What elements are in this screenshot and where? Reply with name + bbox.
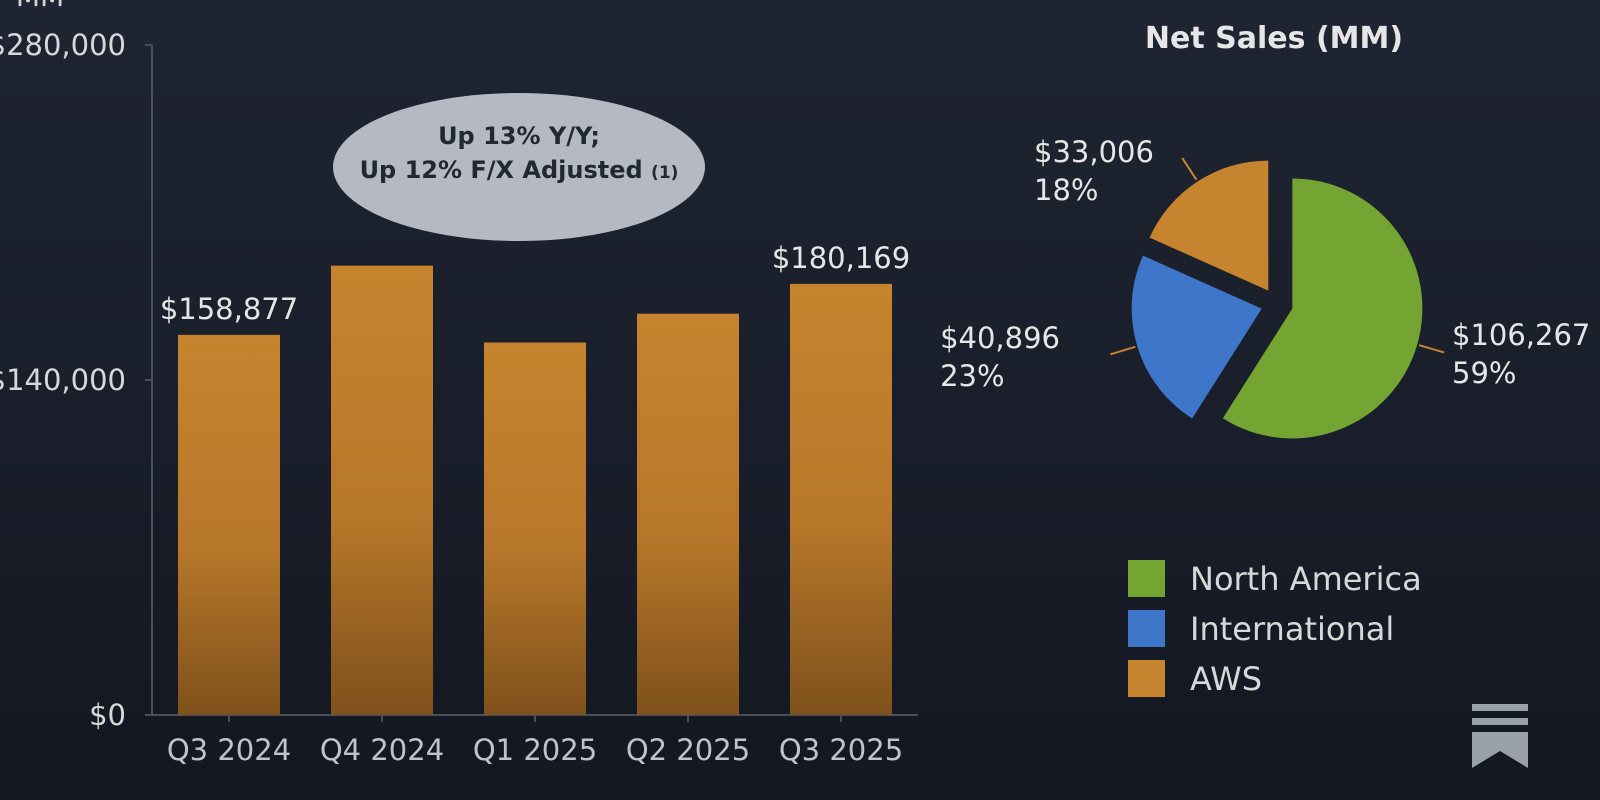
- legend-swatch: [1128, 660, 1165, 697]
- y-tick-label: $140,000: [0, 363, 126, 397]
- pie-leader-line: [1181, 157, 1198, 181]
- annotation-footnote: (1): [651, 163, 678, 183]
- pie-percent-label: 18%: [1034, 173, 1098, 207]
- y-tick-label: $0: [89, 698, 126, 732]
- legend-label: North America: [1190, 560, 1422, 598]
- annotation-line-2: Up 12% F/X Adjusted (1): [360, 156, 679, 184]
- bar: [178, 334, 280, 715]
- bar-data-label: $158,877: [160, 292, 298, 326]
- pie-slice: [1149, 160, 1269, 291]
- bar-series: [178, 265, 892, 715]
- annotation-line-2-text: Up 12% F/X Adjusted: [360, 156, 643, 184]
- x-tick-label: Q3 2025: [779, 733, 903, 767]
- x-tick-label: Q1 2025: [473, 733, 597, 767]
- bar: [484, 342, 586, 715]
- substack-bookmark-icon: [1472, 704, 1528, 768]
- bar-chart: MM $0 $140,000 $280,000 Q3 2024 Q4 2024 Q1 2…: [0, 0, 918, 767]
- bar: [637, 313, 739, 715]
- pie-value-label: $40,896: [940, 321, 1060, 355]
- y-axis-label: MM: [16, 0, 64, 13]
- pie-legend: North America International AWS: [1128, 560, 1422, 698]
- pie-value-label: $33,006: [1034, 135, 1154, 169]
- annotation-bubble: [333, 93, 705, 241]
- growth-annotation: Up 13% Y/Y; Up 12% F/X Adjusted (1): [333, 93, 705, 241]
- annotation-line-1: Up 13% Y/Y;: [438, 122, 600, 150]
- legend-label: International: [1190, 610, 1394, 648]
- y-tick-label: $280,000: [0, 28, 126, 62]
- legend-swatch: [1128, 560, 1165, 597]
- pie-slice: [1131, 255, 1262, 419]
- pie-leader-line: [1418, 344, 1445, 354]
- pie-title: Net Sales (MM): [1145, 21, 1403, 56]
- pie-percent-label: 59%: [1452, 356, 1516, 390]
- y-axis-ticks: $0 $140,000 $280,000: [0, 28, 152, 732]
- pie-slice: [1222, 178, 1423, 439]
- bar-data-labels: $158,877 $180,169: [160, 241, 910, 326]
- bar-data-label: $180,169: [772, 241, 910, 275]
- bar: [331, 265, 433, 715]
- pie-slices: [1131, 160, 1423, 439]
- legend-swatch: [1128, 610, 1165, 647]
- legend-label: AWS: [1190, 660, 1262, 698]
- pie-leader-line: [1110, 345, 1136, 356]
- bar: [790, 283, 892, 715]
- x-tick-label: Q2 2025: [626, 733, 750, 767]
- x-axis-tick-labels: Q3 2024 Q4 2024 Q1 2025 Q2 2025 Q3 2025: [167, 715, 903, 767]
- x-tick-label: Q4 2024: [320, 733, 444, 767]
- x-tick-label: Q3 2024: [167, 733, 291, 767]
- pie-chart: Net Sales (MM) $106,267 59% $40,896 23% $33,…: [940, 21, 1590, 698]
- pie-value-label: $106,267: [1452, 318, 1590, 352]
- pie-percent-label: 23%: [940, 359, 1004, 393]
- pie-slice-labels: $106,267 59% $40,896 23% $33,006 18%: [940, 135, 1590, 393]
